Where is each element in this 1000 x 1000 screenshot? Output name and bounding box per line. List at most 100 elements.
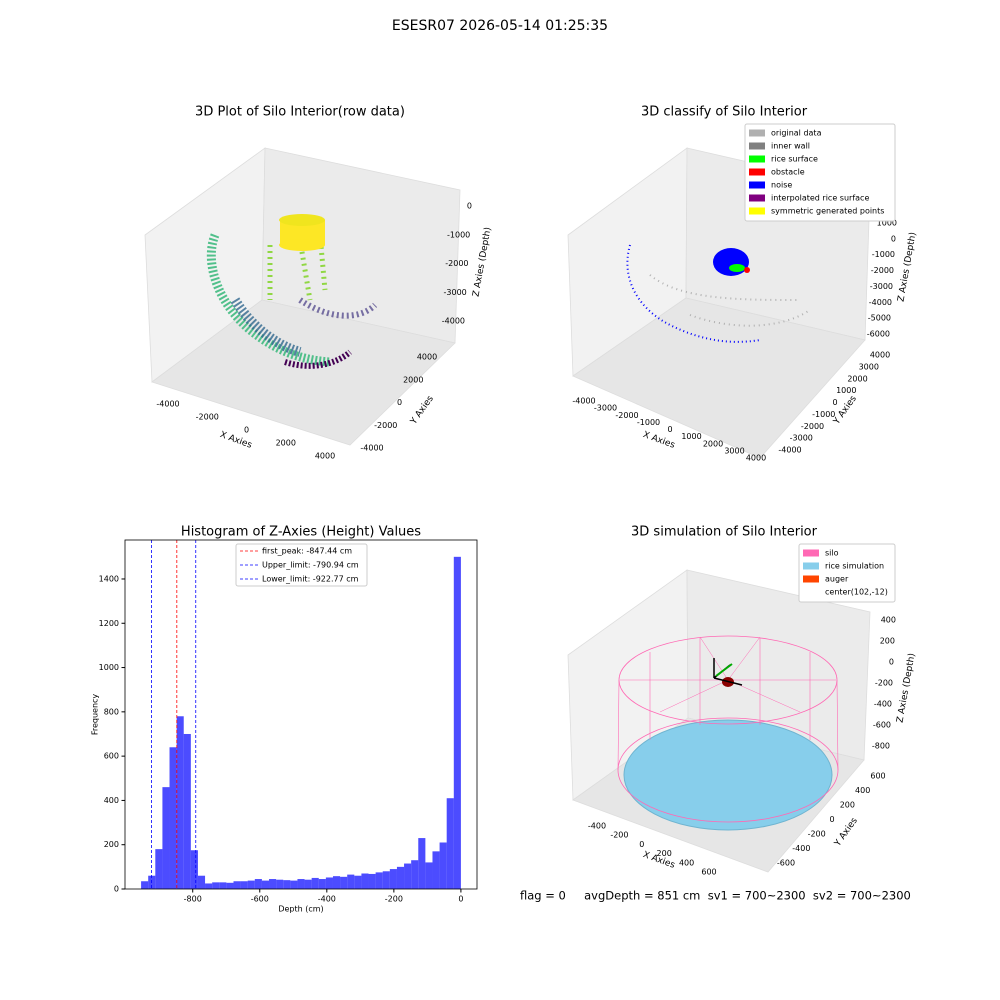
chart-title: 3D classify of Silo Interior [641,105,808,120]
legend-swatch [803,549,819,557]
y-tick-label: 0 [832,398,837,407]
x-tick-label: -4000 [572,397,595,406]
legend-label: original data [771,129,822,138]
x-tick-label: 3000 [724,446,744,455]
legend-swatch [749,142,765,150]
y-tick-label: -3000 [790,434,813,443]
legend-label: first_peak: -847.44 cm [262,547,352,556]
x-tick-label: -200 [610,831,628,840]
legend-label: center(102,-12) [825,588,888,597]
y-tick-label: -600 [777,859,795,868]
x-tick-label: 200 [657,849,672,858]
legend-swatch [749,194,765,202]
z-tick-label: -2000 [871,266,894,275]
z-tick-label: 200 [880,637,895,646]
y-tick-label: 600 [870,772,885,781]
chart-title: 3D Plot of Silo Interior(row data) [195,105,405,120]
x-tick-label: 1000 [681,432,701,441]
legend-box [235,543,368,587]
y-tick-label: -2000 [801,422,824,431]
bar [176,716,184,889]
bar [425,862,433,889]
bar [453,556,461,889]
x-tick-label: 2000 [276,439,296,448]
bar [183,733,191,889]
bar [290,880,298,889]
bar [354,875,362,889]
y-tick-label: -1000 [812,410,835,419]
y-tick-label: 400 [104,796,119,805]
bar [219,882,227,889]
y-tick-label: 1400 [99,574,119,583]
chart-title: 3D simulation of Silo Interior [631,525,818,540]
bar [240,881,248,889]
z-tick-label: 0 [891,234,896,243]
bar [375,872,383,889]
bar [283,880,291,889]
y-tick-label: 800 [104,707,119,716]
z-tick-label: -2000 [445,259,468,268]
legend-label: silo [825,549,839,558]
z-tick-label: -3000 [870,282,893,291]
bar [340,876,348,889]
bar [247,880,255,889]
bar [389,869,397,889]
figure-title: ESESR07 2026-05-14 01:25:35 [392,18,608,34]
bar [418,838,426,889]
z-tick-label: -5000 [868,314,891,323]
legend-label: inner wall [771,142,810,151]
y-tick-label: -4000 [778,446,801,455]
z-tick-label: -4000 [869,298,892,307]
x-tick-label: 2000 [703,439,723,448]
bar [226,882,234,889]
bar [432,851,440,889]
bar [446,798,454,889]
bar [162,787,170,889]
bar [361,873,369,889]
y-axis-label: Frequency [91,694,100,736]
bar [325,877,333,889]
bar [141,881,149,889]
z-tick-label: 400 [881,616,896,625]
x-tick-label: 4000 [746,454,766,463]
x-tick-label: 600 [701,868,716,877]
bar [212,882,220,889]
legend-swatch [803,575,819,583]
z-tick-label: 1000 [877,219,897,228]
legend-label: Upper_limit: -790.94 cm [262,561,359,570]
z-tick-label: -600 [873,721,891,730]
z-tick-label: -800 [872,742,890,751]
y-tick-label: -400 [792,844,810,853]
y-tick-label: 1000 [99,663,119,672]
bar [382,871,390,889]
bar [368,873,376,889]
legend-box [798,543,896,603]
y-tick-label: -2000 [374,421,397,430]
x-tick-label: 0 [458,895,463,904]
y-tick-label: 0 [114,885,119,894]
legend-label: rice simulation [825,562,884,571]
legend-label: noise [771,181,792,190]
y-tick-label: 2000 [403,375,423,384]
x-tick-label: -2000 [196,413,219,422]
bar [276,879,284,889]
legend-label: interpolated rice surface [771,194,869,203]
y-tick-label: 200 [840,801,855,810]
bar [304,879,312,889]
bar [396,866,405,889]
legend-label: symmetric generated points [771,207,884,216]
y-tick-label: 1000 [836,386,856,395]
legend-label: rice surface [771,155,818,164]
bar [197,875,206,889]
y-tick-label: 2000 [847,374,867,383]
legend-swatch [749,168,765,176]
silo-simulation [617,635,839,831]
legend-label: obstacle [771,168,805,177]
bar [411,860,419,889]
z-tick-label: -3000 [444,288,467,297]
point-cloud [206,214,378,369]
x-tick-label: 400 [679,858,694,867]
y-tick-label: -200 [808,830,826,839]
legend-box [744,123,896,222]
y-tick-label: 600 [104,752,119,761]
